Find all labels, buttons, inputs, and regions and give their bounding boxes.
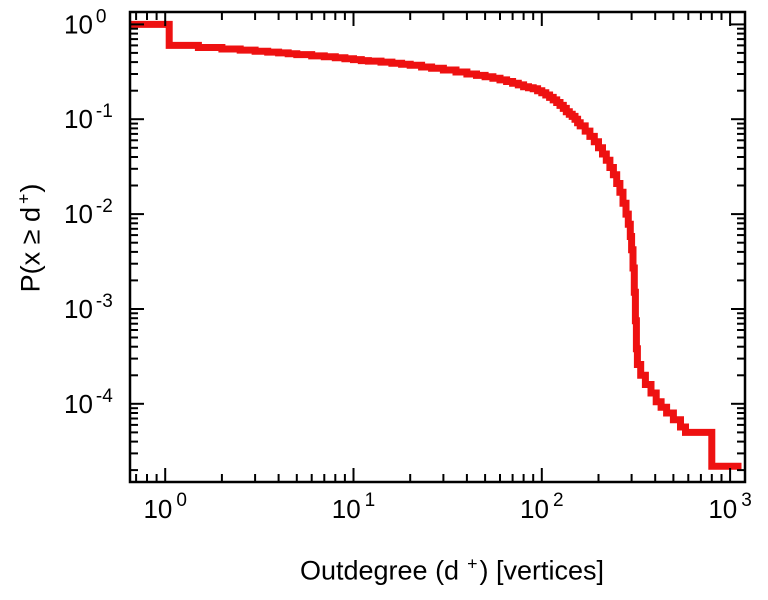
y-tick-label: 10 -2 bbox=[64, 196, 113, 229]
x-axis-label-pre: Outdegree (d bbox=[299, 555, 460, 586]
y-tick-label: 10 0 bbox=[64, 6, 107, 39]
x-axis-label-post: ) [vertices] bbox=[479, 555, 605, 586]
y-tick-label: 10 -3 bbox=[64, 291, 113, 324]
x-axis-label-sup: + bbox=[467, 553, 478, 574]
y-axis-label: P(x ≥ d +) bbox=[13, 183, 46, 293]
y-tick-label: 10 -4 bbox=[64, 386, 113, 419]
x-tick-label: 10 3 bbox=[708, 490, 752, 524]
x-tick-label: 10 1 bbox=[332, 490, 376, 524]
y-axis-label-sup: + bbox=[13, 193, 34, 205]
x-tick-label: 10 2 bbox=[520, 490, 564, 524]
x-tick-label: 10 0 bbox=[143, 490, 187, 524]
plot-frame bbox=[128, 10, 747, 484]
x-axis-label: Outdegree (d +) [vertices] bbox=[299, 553, 605, 586]
ccdf-curve bbox=[130, 20, 742, 470]
y-tick-label: 10 -1 bbox=[64, 101, 113, 134]
y-axis-label-pre: P(x ≥ d bbox=[15, 207, 46, 293]
axis-ticks bbox=[130, 12, 745, 482]
tick-labels: 10 0 10 1 10 2 10 3 10 0 10 -1 10 -2 10 -3 10 -4 bbox=[64, 6, 752, 524]
y-axis-label-post: ) bbox=[15, 183, 46, 193]
